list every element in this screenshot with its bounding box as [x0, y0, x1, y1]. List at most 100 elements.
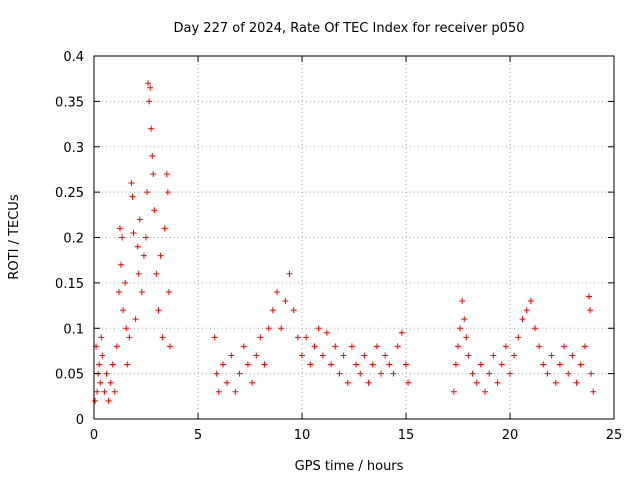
- data-point: [390, 370, 397, 377]
- data-point: [463, 334, 470, 341]
- data-point: [386, 361, 393, 368]
- x-axis-label: GPS time / hours: [295, 459, 404, 474]
- data-point: [213, 370, 220, 377]
- data-point: [588, 370, 595, 377]
- data-point: [340, 352, 347, 359]
- data-point: [99, 352, 106, 359]
- grid-lines: [94, 56, 614, 419]
- data-point: [353, 361, 360, 368]
- data-point: [544, 370, 551, 377]
- data-point: [348, 343, 355, 350]
- data-point: [101, 388, 108, 395]
- data-point: [97, 379, 104, 386]
- data-point: [577, 361, 584, 368]
- data-point: [336, 370, 343, 377]
- data-point: [244, 361, 251, 368]
- data-point: [586, 293, 593, 300]
- data-point: [569, 352, 576, 359]
- data-point: [122, 279, 129, 286]
- y-tick-label: 0: [76, 413, 84, 428]
- x-tick-label: 0: [90, 428, 98, 443]
- data-point: [261, 361, 268, 368]
- data-point: [145, 80, 152, 87]
- data-point: [519, 316, 526, 323]
- data-point: [147, 84, 154, 91]
- data-point: [540, 361, 547, 368]
- data-point: [527, 298, 534, 305]
- data-point: [143, 234, 149, 241]
- data-point: [253, 352, 260, 359]
- y-tick-label: 0.1: [63, 322, 84, 337]
- data-point: [328, 361, 335, 368]
- data-point: [149, 152, 156, 159]
- data-point: [556, 361, 563, 368]
- data-point: [165, 288, 172, 295]
- data-point: [161, 225, 168, 232]
- data-point: [124, 361, 131, 368]
- data-point: [587, 307, 594, 314]
- data-point: [224, 379, 231, 386]
- data-point: [123, 325, 130, 332]
- data-point: [257, 334, 264, 341]
- data-point: [515, 334, 522, 341]
- data-point: [103, 370, 110, 377]
- data-point: [344, 379, 351, 386]
- data-point: [290, 307, 297, 314]
- data-point: [219, 361, 226, 368]
- data-point: [134, 243, 141, 250]
- data-point: [228, 352, 235, 359]
- data-point: [240, 343, 247, 350]
- data-point: [129, 193, 136, 200]
- y-tick-label: 0.15: [55, 277, 84, 292]
- data-point: [286, 270, 293, 277]
- chart-title: Day 227 of 2024, Rate Of TEC Index for r…: [174, 21, 525, 36]
- data-point: [117, 225, 123, 232]
- data-point: [477, 361, 484, 368]
- data-point: [111, 388, 118, 395]
- data-point: [473, 379, 480, 386]
- data-point: [120, 307, 127, 314]
- data-point: [369, 361, 376, 368]
- data-point: [394, 343, 401, 350]
- data-point: [130, 229, 137, 236]
- data-point: [303, 334, 310, 341]
- y-axis-ticks: 0 0.05 0.1 0.15 0.2 0.25 0.3 0.35 0.4: [55, 50, 614, 428]
- y-tick-label: 0.2: [63, 232, 84, 247]
- data-point: [378, 370, 385, 377]
- data-point: [232, 388, 239, 395]
- data-point: [294, 334, 301, 341]
- y-axis-label: ROTI / TECUs: [7, 194, 22, 279]
- data-point: [146, 98, 153, 105]
- y-tick-label: 0.3: [63, 141, 84, 156]
- data-point: [98, 334, 105, 341]
- data-point: [361, 352, 368, 359]
- data-point: [365, 379, 372, 386]
- data-point: [92, 397, 99, 404]
- data-point: [135, 270, 142, 277]
- data-point: [269, 307, 276, 314]
- data-point: [144, 189, 151, 196]
- data-point: [164, 189, 171, 196]
- data-point: [511, 352, 518, 359]
- x-tick-label: 20: [502, 428, 519, 443]
- x-tick-label: 25: [606, 428, 623, 443]
- data-point: [398, 329, 405, 336]
- data-point: [215, 388, 222, 395]
- y-tick-label: 0.05: [55, 368, 84, 383]
- data-point: [153, 270, 160, 277]
- data-point: [494, 379, 501, 386]
- data-point: [548, 352, 555, 359]
- data-point: [507, 370, 513, 377]
- data-point: [498, 361, 505, 368]
- data-point: [115, 288, 122, 295]
- data-point: [109, 361, 116, 368]
- data-point: [461, 316, 468, 323]
- y-tick-label: 0.4: [63, 50, 84, 65]
- data-point: [373, 343, 380, 350]
- data-point: [136, 216, 143, 223]
- y-tick-label: 0.25: [55, 186, 84, 201]
- data-point: [265, 325, 272, 332]
- data-point: [405, 379, 412, 386]
- data-point: [490, 352, 497, 359]
